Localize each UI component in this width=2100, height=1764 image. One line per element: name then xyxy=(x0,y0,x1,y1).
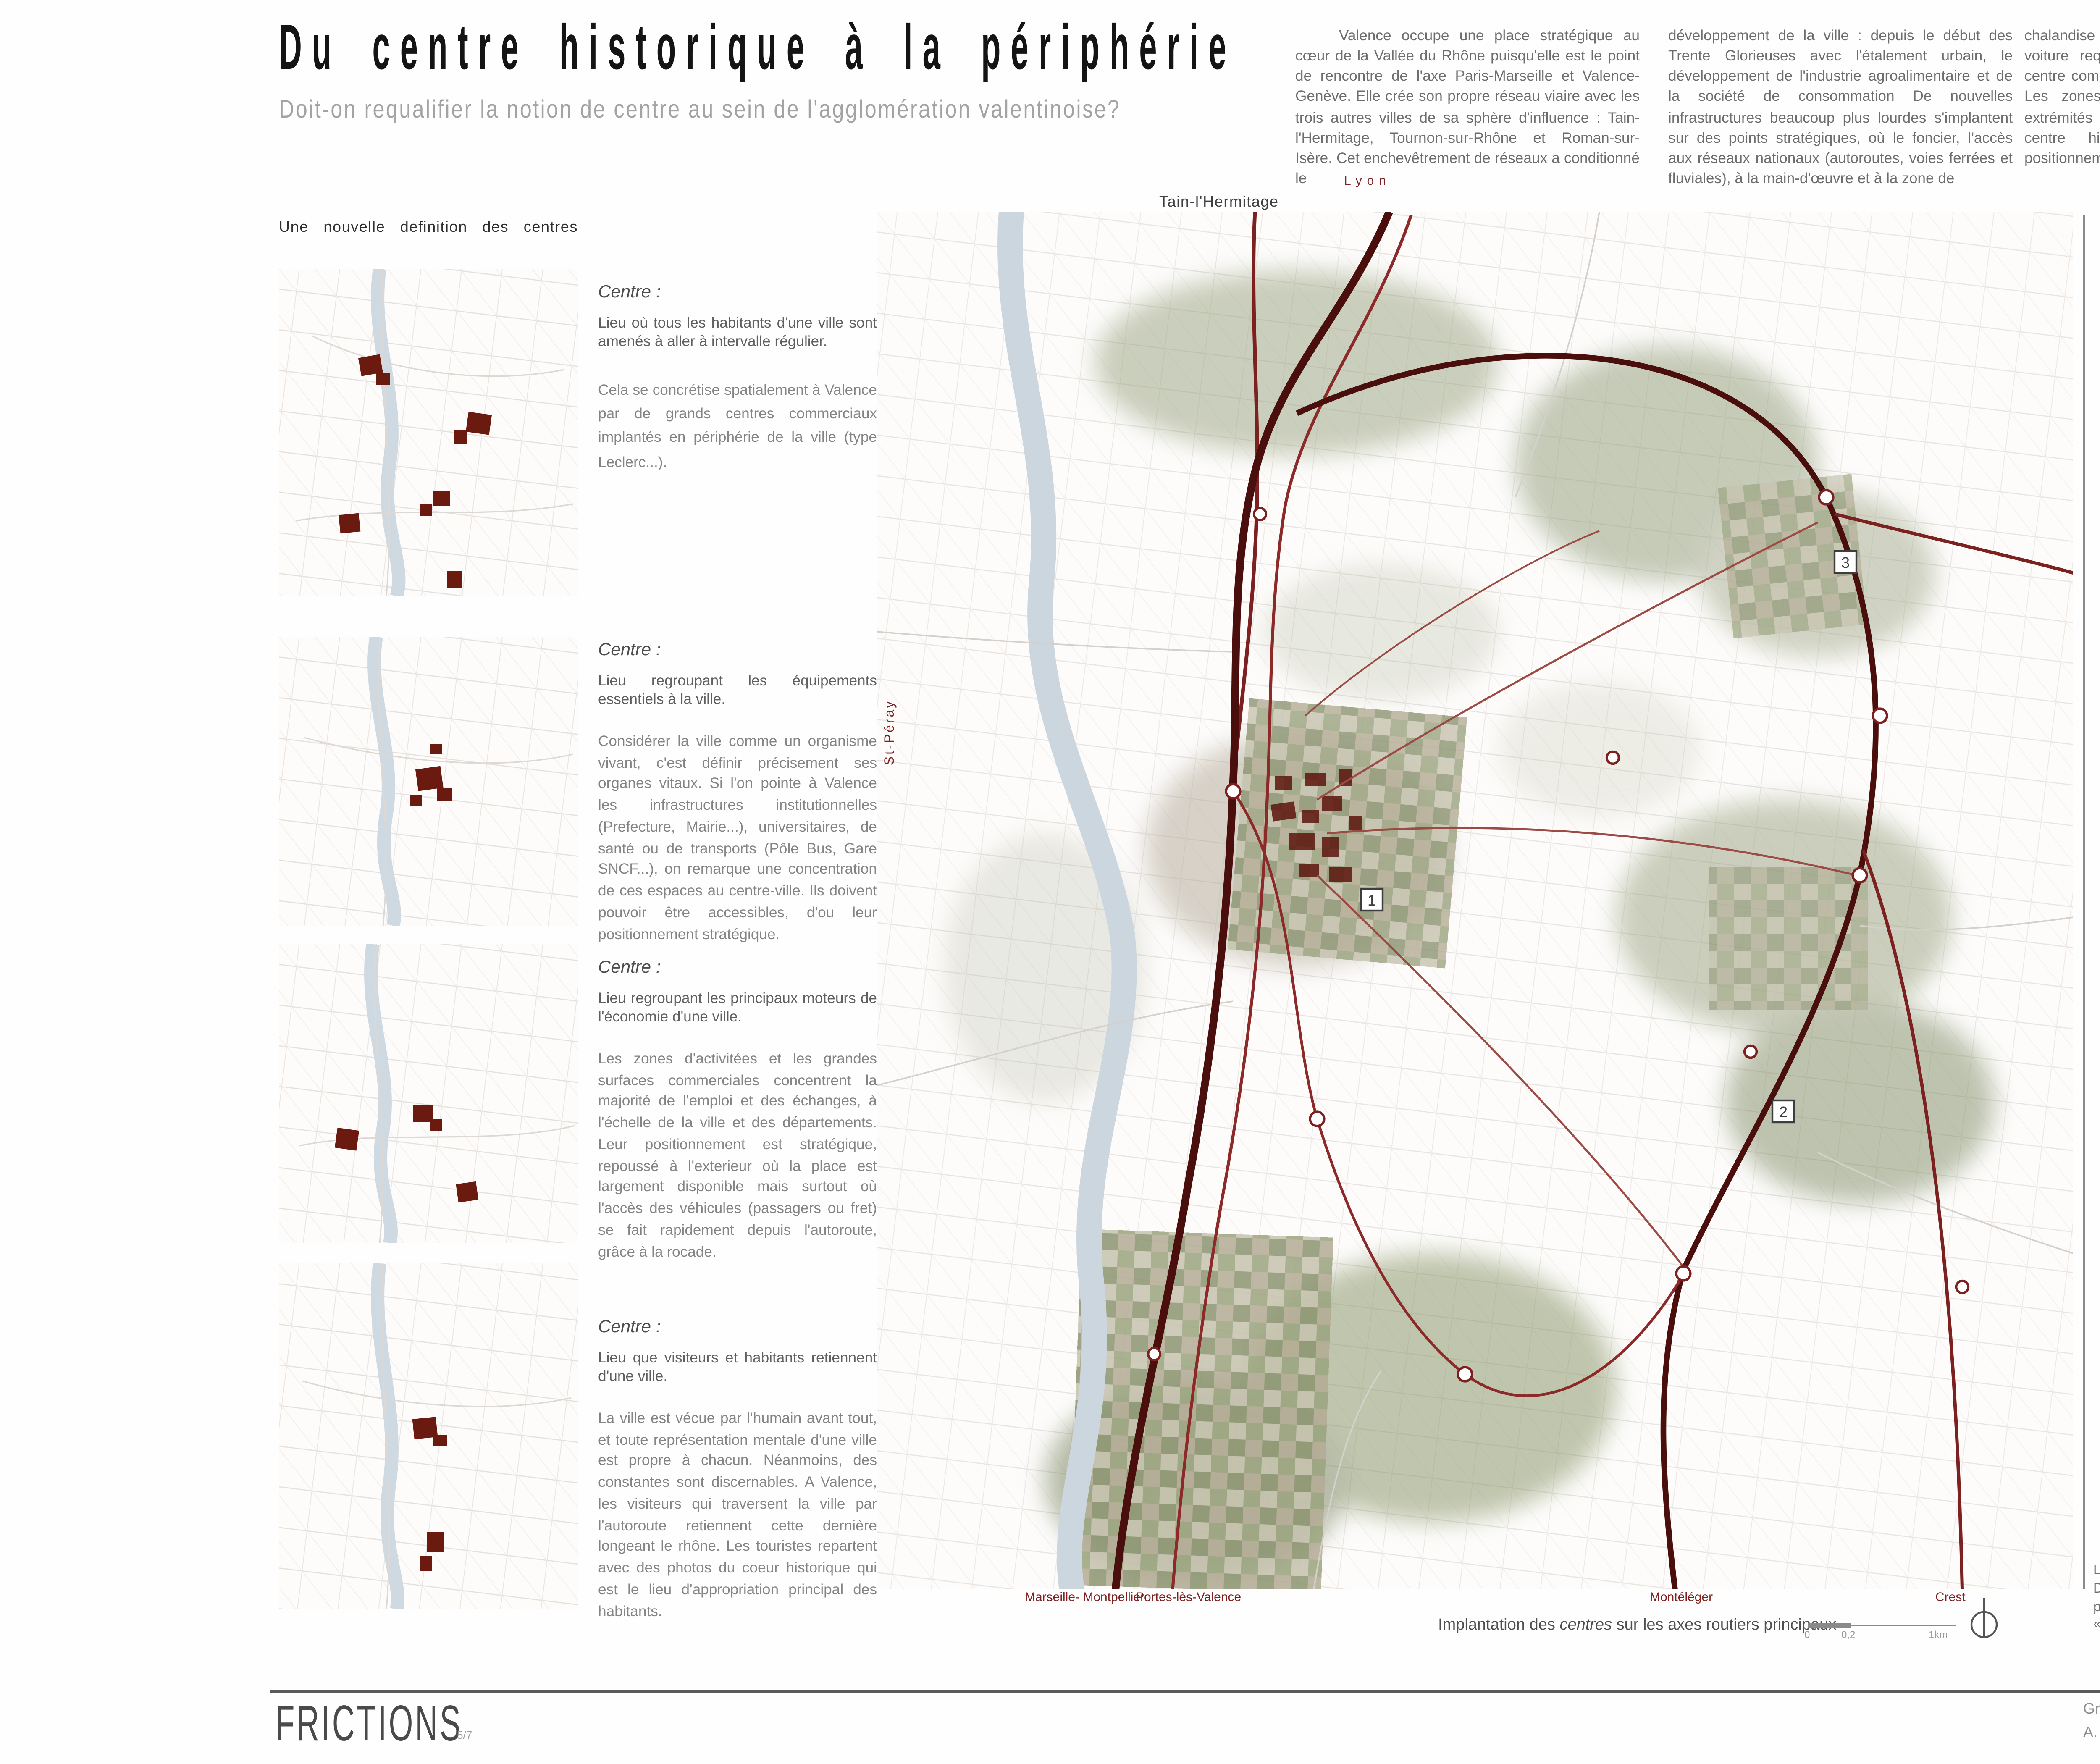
map-label-st-peray: St-Péray xyxy=(882,700,897,765)
centre-body: Les zones d'activitées et les grandes su… xyxy=(598,1050,877,1260)
centre-label: Centre : xyxy=(598,640,661,660)
footer-rule xyxy=(270,1690,2100,1693)
footer-credits: Groupe 10 Lecture de ville - Valence A. … xyxy=(2083,1700,2100,1740)
map-caption: Implantation des centres sur les axes ro… xyxy=(1438,1616,1836,1635)
map-scalebar-seg1 xyxy=(1808,1623,1851,1628)
map-marker-1: 1 xyxy=(1360,887,1384,912)
page-subtitle: Doit-on requalifier la notion de centre … xyxy=(279,96,1281,126)
centre-definition: Lieu que visiteurs et habitants retienne… xyxy=(598,1349,877,1385)
centre-blobs xyxy=(410,744,452,806)
centre-blobs xyxy=(334,1105,479,1203)
definition-block-1: Centre : Lieu où tous les habitants d'un… xyxy=(598,282,877,473)
main-map: 1 2 3 St-Péray xyxy=(877,212,2073,1589)
caption-pre: Implantation des xyxy=(1438,1616,1560,1635)
map-scalebar-seg2 xyxy=(1851,1625,1956,1627)
group-label: Groupe 10 xyxy=(2083,1700,2100,1717)
map-marker-3: 3 xyxy=(1833,550,1858,574)
page-number: 5/7 xyxy=(457,1730,472,1742)
minimap-commercial-centres xyxy=(279,269,578,596)
map-label-portes: Portes-lès-Valence xyxy=(1136,1589,1242,1604)
intro-column-2: développement de la ville : depuis le dé… xyxy=(1668,27,2013,186)
minor-roads xyxy=(877,212,2073,1589)
sidebar-heading: Une nouvelle definition des centres xyxy=(279,218,578,235)
map-label-monteleger: Montéléger xyxy=(1650,1589,1713,1604)
intro-column-3: chalandise sont aisés. Le nouveau paradi… xyxy=(2024,27,2100,166)
roundabouts xyxy=(1147,489,1970,1383)
centre-body: La ville est vécue par l'humain avant to… xyxy=(598,1409,877,1619)
centre-blobs xyxy=(339,354,492,588)
map-scale-mid: 0,2 xyxy=(1841,1631,1856,1641)
right-closing-paragraph: Les vastes espaces commerciaux s'organis… xyxy=(2093,1562,2100,1635)
road-network xyxy=(1111,212,2073,1589)
centre-definition: Lieu où tous les habitants d'une ville s… xyxy=(598,314,877,350)
svg-text:2: 2 xyxy=(1779,1103,1788,1121)
centre-body: Cela se concrétise spatialement à Valenc… xyxy=(598,381,877,470)
centre-label: Centre : xyxy=(598,1317,661,1337)
centre-label: Centre : xyxy=(598,958,661,978)
subtitle-text: Doit-on requalifier la notion de centre … xyxy=(279,96,1121,124)
centre-definition: Lieu regroupant les équipements essentie… xyxy=(598,672,877,708)
definition-block-3: Centre : Lieu regroupant les principaux … xyxy=(598,958,877,1262)
map-marker-2: 2 xyxy=(1771,1099,1796,1124)
svg-text:1: 1 xyxy=(1368,892,1376,909)
column-divider xyxy=(2083,215,2084,1589)
minimap-mental-image xyxy=(279,1263,578,1609)
intro-column-1: Valence occupe une place stratégique au … xyxy=(1295,27,1640,186)
svg-text:3: 3 xyxy=(1841,554,1850,571)
map-scale-zero: 0 xyxy=(1804,1631,1810,1641)
map-label-lyon: Lyon xyxy=(1344,173,1391,188)
city-core-fabric xyxy=(1270,769,1362,882)
minimap-economy xyxy=(279,944,578,1243)
minimap-institutions xyxy=(279,637,578,926)
centre-body: Considérer la ville comme un organisme v… xyxy=(598,732,877,942)
project-name-text: FRICTIONS xyxy=(276,1697,463,1752)
centre-blobs xyxy=(412,1417,447,1571)
project-name: FRICTIONS xyxy=(276,1697,578,1754)
aerial-photo-patches xyxy=(1069,474,1868,1589)
centre-definition: Lieu regroupant les principaux moteurs d… xyxy=(598,990,877,1026)
map-scale-end: 1km xyxy=(1929,1631,1948,1641)
centre-label: Centre : xyxy=(598,282,661,302)
rhone-river xyxy=(998,212,1137,1589)
definition-block-2: Centre : Lieu regroupant les équipements… xyxy=(598,640,877,945)
definition-block-4: Centre : Lieu que visiteurs et habitants… xyxy=(598,1317,877,1622)
caption-post: sur les axes routiers principaux xyxy=(1612,1616,1837,1635)
title-text: Du centre historique à la périphérie xyxy=(279,13,1236,84)
north-arrow-icon xyxy=(1970,1598,1998,1638)
map-label-crest: Crest xyxy=(1935,1589,1966,1604)
caption-italic: centres xyxy=(1559,1616,1612,1635)
map-label-marseille: Marseille- Montpellier xyxy=(1025,1589,1145,1604)
page-title: Du centre historique à la périphérie xyxy=(279,13,2100,86)
map-label-tain: Tain-l'Hermitage xyxy=(1159,193,1279,210)
authors-label: A. Loriot - G. Martin - C. Salas - A. Va… xyxy=(2083,1724,2100,1740)
